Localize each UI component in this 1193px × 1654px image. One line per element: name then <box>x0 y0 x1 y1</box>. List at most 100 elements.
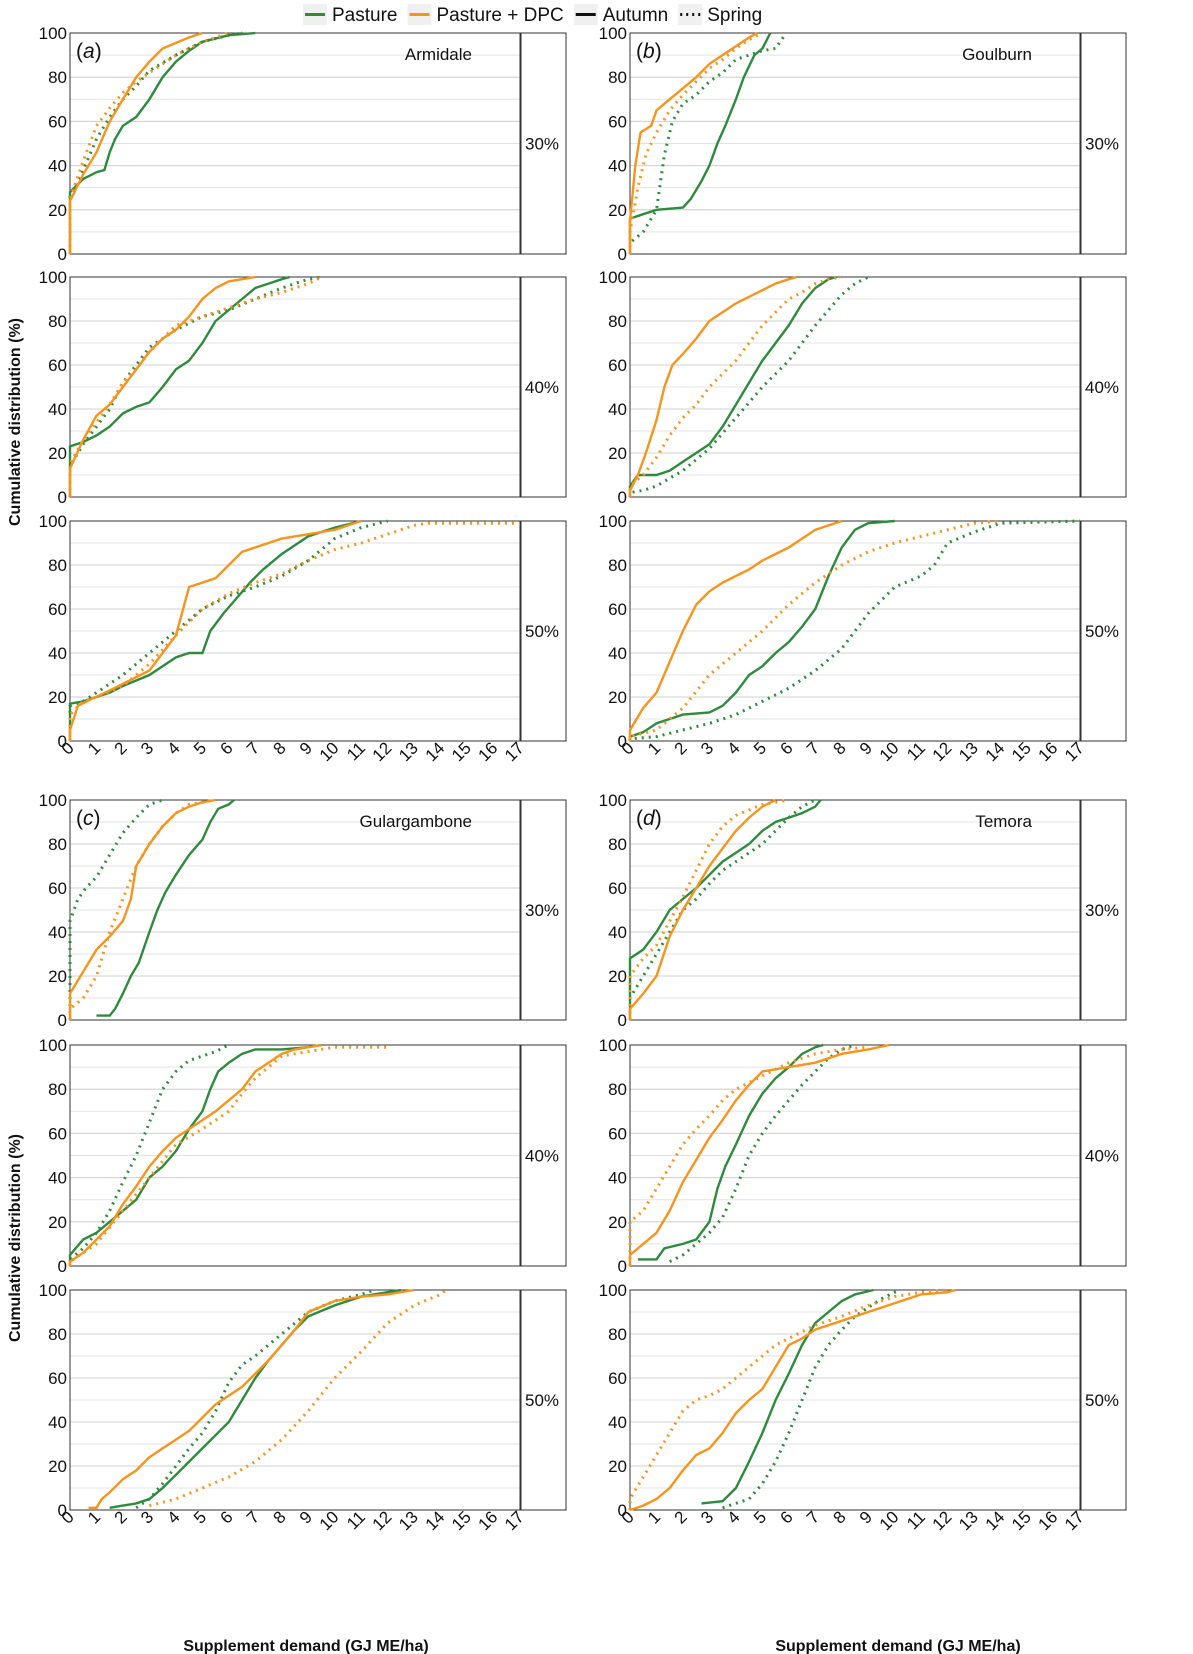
plot-frame <box>69 520 521 742</box>
y-tick-label: 20 <box>608 1457 627 1476</box>
series-line-pasture-dpc-spring <box>628 275 843 497</box>
y-tick-label: 60 <box>608 600 627 619</box>
plot-frame <box>629 799 1081 1021</box>
series-line-pasture-spring <box>628 275 869 497</box>
y-tick-label: 60 <box>608 112 627 131</box>
facet-strip <box>520 799 567 1021</box>
y-tick-label: 20 <box>608 444 627 463</box>
series-line-pasture-dpc-autumn <box>68 1043 322 1266</box>
x-tick-label: 10 <box>876 1507 903 1534</box>
facet-strip-label: 50% <box>1085 1391 1119 1410</box>
y-tick-label: 0 <box>58 1011 67 1030</box>
x-tick-label: 15 <box>1008 738 1035 765</box>
x-tick-label: 13 <box>395 1507 422 1534</box>
series-line-pasture-spring <box>68 275 322 497</box>
y-tick-label: 80 <box>48 1325 67 1344</box>
series-line-pasture-autumn <box>68 1043 322 1266</box>
x-tick-label: 16 <box>1035 1507 1062 1534</box>
y-tick-label: 20 <box>48 444 67 463</box>
facet-a-0: 30% 0 20 40 60 80 100 (a) Armidale <box>39 24 567 264</box>
x-tick-label: 17 <box>1061 1507 1088 1534</box>
facet-strip-label: 30% <box>1085 901 1119 920</box>
x-tick-label: 10 <box>316 738 343 765</box>
series-line-pasture-dpc-autumn <box>88 1288 415 1510</box>
y-tick-label: 40 <box>48 923 67 942</box>
x-tick-label: 17 <box>501 738 528 765</box>
y-tick-label: 80 <box>608 556 627 575</box>
series-line-pasture-autumn <box>637 1043 824 1261</box>
y-axis-title-top: Cumulative distribution (%) <box>7 318 24 526</box>
y-tick-label: 0 <box>618 1257 627 1276</box>
facet-d-0: 30% 0 20 40 60 80 100 (d) Temora <box>599 791 1127 1030</box>
x-tick-label: 11 <box>343 1507 369 1533</box>
y-tick-label: 100 <box>599 24 627 43</box>
legend-key <box>678 4 703 25</box>
series-line-pasture-dpc-spring <box>628 519 1001 741</box>
series-line-pasture-dpc-spring <box>68 31 230 254</box>
legend-item: Pasture + DPC <box>407 4 564 26</box>
legend-item: Spring <box>678 4 762 26</box>
facet-b-0: 30% 0 20 40 60 80 100 (b) Goulburn <box>599 24 1127 264</box>
y-tick-label: 0 <box>618 245 627 264</box>
series-line-pasture-dpc-autumn <box>68 798 216 1020</box>
facet-a-1: 40% 0 20 40 60 80 100 <box>39 268 567 507</box>
facet-strip <box>520 276 567 498</box>
facet-strip <box>1080 1044 1127 1267</box>
x-tick-label: 14 <box>422 1507 449 1534</box>
series-line-pasture-dpc-autumn <box>628 275 798 497</box>
y-tick-label: 20 <box>48 967 67 986</box>
facet-strip-label: 40% <box>525 1147 559 1166</box>
facet-strip-label: 50% <box>525 622 559 641</box>
series-line-pasture-dpc-spring <box>68 1045 388 1266</box>
plot-frame <box>629 520 1081 742</box>
x-tick-label: 12 <box>369 738 396 765</box>
plot-frame <box>69 276 521 498</box>
x-tick-label: 10 <box>316 1507 343 1534</box>
y-tick-label: 60 <box>48 600 67 619</box>
x-tick-label: 11 <box>343 738 369 764</box>
x-tick-label: 13 <box>955 738 982 765</box>
y-tick-label: 80 <box>48 556 67 575</box>
y-tick-label: 100 <box>39 791 67 810</box>
y-tick-label: 40 <box>608 923 627 942</box>
y-tick-label: 20 <box>608 967 627 986</box>
facet-b-1: 40% 0 20 40 60 80 100 <box>599 268 1127 507</box>
legend-item: Autumn <box>573 4 668 26</box>
y-tick-label: 100 <box>39 512 67 531</box>
x-tick-label: 11 <box>903 1507 929 1533</box>
plot-frame <box>69 1289 521 1511</box>
plot-frame <box>69 1044 521 1267</box>
y-tick-label: 60 <box>48 356 67 375</box>
y-tick-label: 100 <box>39 268 67 287</box>
y-tick-label: 60 <box>608 1124 627 1143</box>
y-tick-label: 0 <box>58 1501 67 1520</box>
site-name: Goulburn <box>962 45 1032 64</box>
legend: Pasture Pasture + DPC Autumn Spring <box>303 4 762 26</box>
legend-label: Pasture + DPC <box>436 5 563 26</box>
series-line-pasture-autumn <box>68 275 291 497</box>
facet-strip-label: 30% <box>525 901 559 920</box>
y-tick-label: 100 <box>39 1281 67 1300</box>
y-tick-label: 40 <box>48 400 67 419</box>
y-tick-label: 20 <box>48 1457 67 1476</box>
series-line-pasture-dpc-autumn <box>628 31 758 254</box>
y-tick-label: 0 <box>618 1501 627 1520</box>
y-tick-label: 60 <box>48 1124 67 1143</box>
series-line-pasture-dpc-spring <box>68 521 520 741</box>
series-line-pasture-autumn <box>628 32 772 254</box>
plot-frame <box>69 32 521 255</box>
series-line-pasture-spring <box>68 1043 230 1266</box>
series-line-pasture-spring <box>68 798 164 1020</box>
x-tick-label: 12 <box>369 1507 396 1534</box>
y-tick-label: 80 <box>48 312 67 331</box>
x-tick-label: 16 <box>475 1507 502 1534</box>
site-name: Temora <box>975 812 1032 831</box>
series-line-pasture-dpc-spring <box>149 1288 447 1508</box>
facet-c-0: 30% 0 20 40 60 80 100 (c) Gulargambone <box>39 791 567 1030</box>
